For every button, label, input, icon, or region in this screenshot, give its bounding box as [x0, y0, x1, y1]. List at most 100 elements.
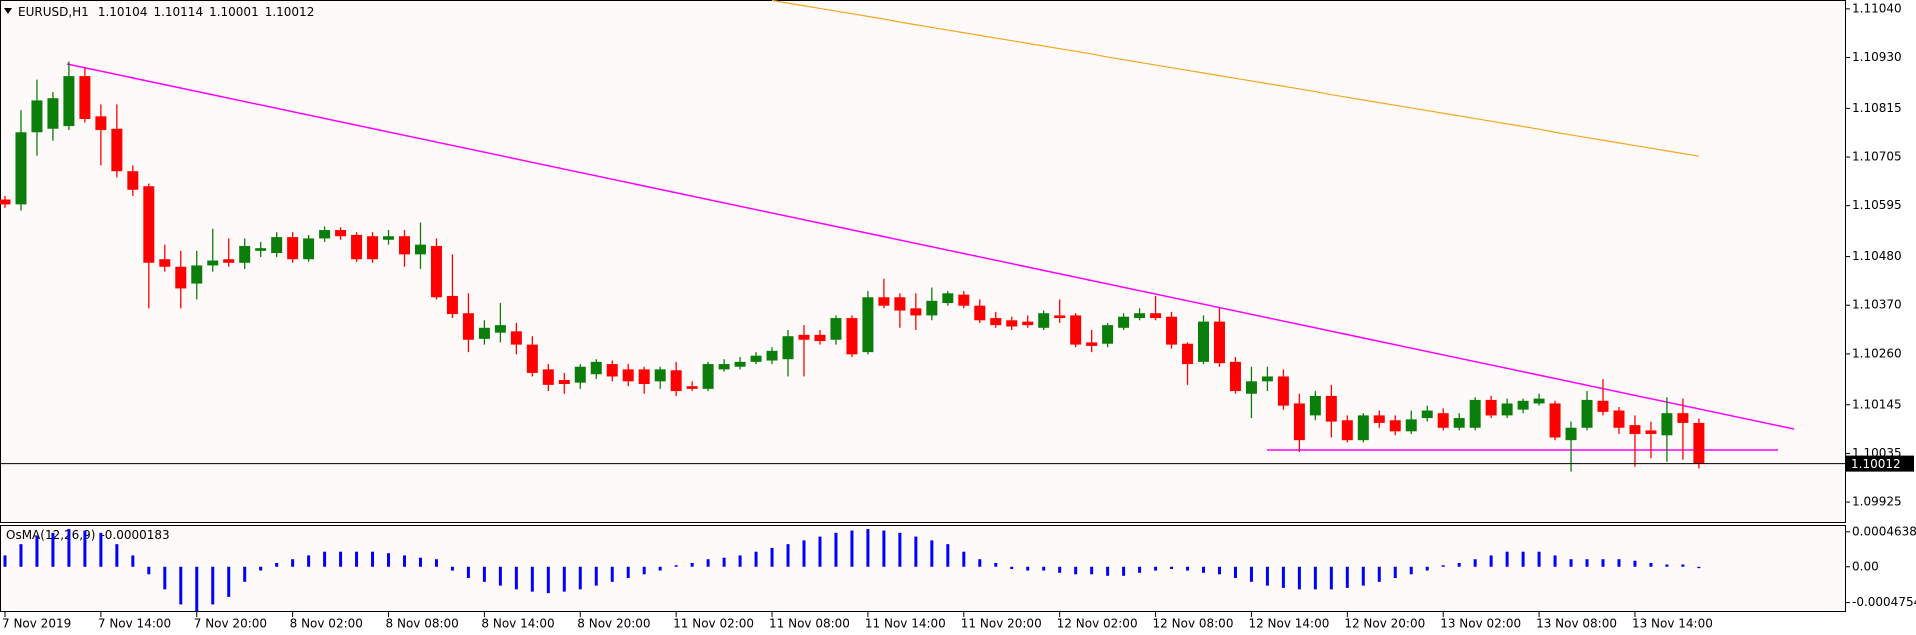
candle-body: [1421, 410, 1433, 419]
histogram-bar: [754, 551, 758, 567]
candle-body: [1277, 376, 1289, 406]
histogram-bar: [514, 566, 518, 590]
candle-body: [1261, 376, 1273, 382]
histogram-bar: [1345, 566, 1349, 588]
candle-body: [1581, 399, 1593, 428]
histogram-bar: [594, 566, 598, 586]
candle-body: [1198, 321, 1209, 362]
y-tick-label: -0.0004754: [1852, 595, 1916, 609]
candle-body: [702, 364, 714, 389]
histogram-bar: [1553, 555, 1557, 567]
main-plot: [0, 0, 1845, 472]
histogram-bar: [1329, 566, 1333, 590]
candle-body: [303, 238, 315, 260]
candle-body: [335, 230, 347, 237]
candle-body: [1405, 419, 1417, 432]
candle-body: [670, 370, 682, 392]
candle-body: [15, 132, 27, 205]
candle-body: [862, 297, 874, 353]
histogram-bar: [35, 536, 39, 567]
histogram-bar: [994, 562, 998, 567]
histogram-bar: [1537, 551, 1541, 567]
candle-body: [894, 297, 906, 311]
chart-header: EURUSD,H1 1.10104 1.10114 1.10001 1.10012: [18, 5, 314, 19]
histogram-bar: [1154, 566, 1158, 571]
candle-body: [846, 318, 858, 355]
candle-body: [1373, 415, 1385, 423]
candle-body: [558, 379, 570, 384]
candle-body: [1229, 361, 1241, 392]
candle-body: [766, 350, 778, 361]
histogram-bar: [211, 566, 215, 605]
histogram-bar: [1170, 566, 1174, 570]
candle-body: [1293, 403, 1305, 441]
histogram-bar: [1617, 559, 1621, 567]
histogram-bar: [1202, 566, 1205, 573]
y-tick-label: 0.0004638: [1852, 524, 1916, 538]
candle-body: [574, 366, 586, 383]
x-tick-label: 12 Nov 08:00: [1153, 617, 1234, 631]
candle-body: [1597, 400, 1609, 412]
histogram-bar: [962, 551, 966, 567]
candle-body: [654, 369, 666, 382]
candle-body: [1565, 427, 1577, 441]
candle-body: [926, 300, 938, 316]
candle-body: [1453, 418, 1465, 428]
histogram-bar: [450, 566, 454, 571]
histogram-bar: [914, 536, 918, 567]
histogram-bar: [99, 532, 103, 567]
candle-body: [958, 294, 970, 306]
candle-body: [718, 364, 730, 370]
x-tick-label: 11 Nov 14:00: [865, 617, 946, 631]
candle-body: [1054, 315, 1066, 319]
histogram-bar: [227, 566, 231, 597]
histogram-bar: [834, 532, 838, 567]
candle-body: [1309, 395, 1321, 416]
candle-body: [590, 361, 602, 375]
histogram-bar: [1585, 559, 1589, 567]
histogram-bar: [610, 566, 614, 582]
candle-body: [478, 327, 490, 339]
candle-body: [1006, 320, 1018, 327]
candle-body: [1022, 321, 1034, 326]
x-tick-label: 11 Nov 20:00: [961, 617, 1042, 631]
last-price-box: [1846, 455, 1914, 472]
candle-body: [1437, 413, 1449, 428]
histogram-bar: [706, 559, 710, 567]
histogram-bar: [1249, 566, 1253, 582]
candle-body: [31, 100, 43, 133]
y-tick-label: 1.10145: [1852, 397, 1902, 411]
menu-arrow: [4, 8, 12, 14]
x-tick-label: 12 Nov 02:00: [1057, 617, 1138, 631]
histogram-bar: [1313, 566, 1317, 590]
candle-body: [638, 369, 650, 384]
x-tick-label: 11 Nov 08:00: [769, 617, 850, 631]
histogram-bar: [642, 566, 646, 575]
histogram-bar: [67, 529, 71, 567]
histogram-bar: [1297, 566, 1301, 590]
histogram-bar: [355, 551, 359, 567]
candle-body: [1517, 400, 1529, 410]
histogram-bar: [1074, 566, 1078, 575]
candle-body: [319, 230, 331, 239]
histogram-bar: [131, 555, 135, 567]
moving-average: [771, 0, 1699, 157]
candle-body: [1389, 420, 1401, 432]
histogram-bar: [163, 566, 167, 590]
histogram-bar: [1521, 551, 1525, 567]
candle-body: [1070, 315, 1082, 345]
candle-body: [782, 336, 794, 360]
histogram-bar: [1393, 566, 1397, 579]
y-tick-label: 1.11040: [1852, 1, 1902, 15]
candle-body: [686, 386, 698, 389]
candle-body: [526, 344, 538, 373]
histogram-bar: [1361, 566, 1365, 586]
histogram-bar: [466, 566, 470, 579]
candle-body: [974, 305, 986, 321]
x-tick-label: 12 Nov 14:00: [1248, 617, 1329, 631]
y-tick-label: 1.10705: [1852, 150, 1902, 164]
x-tick-label: 13 Nov 08:00: [1536, 617, 1617, 631]
